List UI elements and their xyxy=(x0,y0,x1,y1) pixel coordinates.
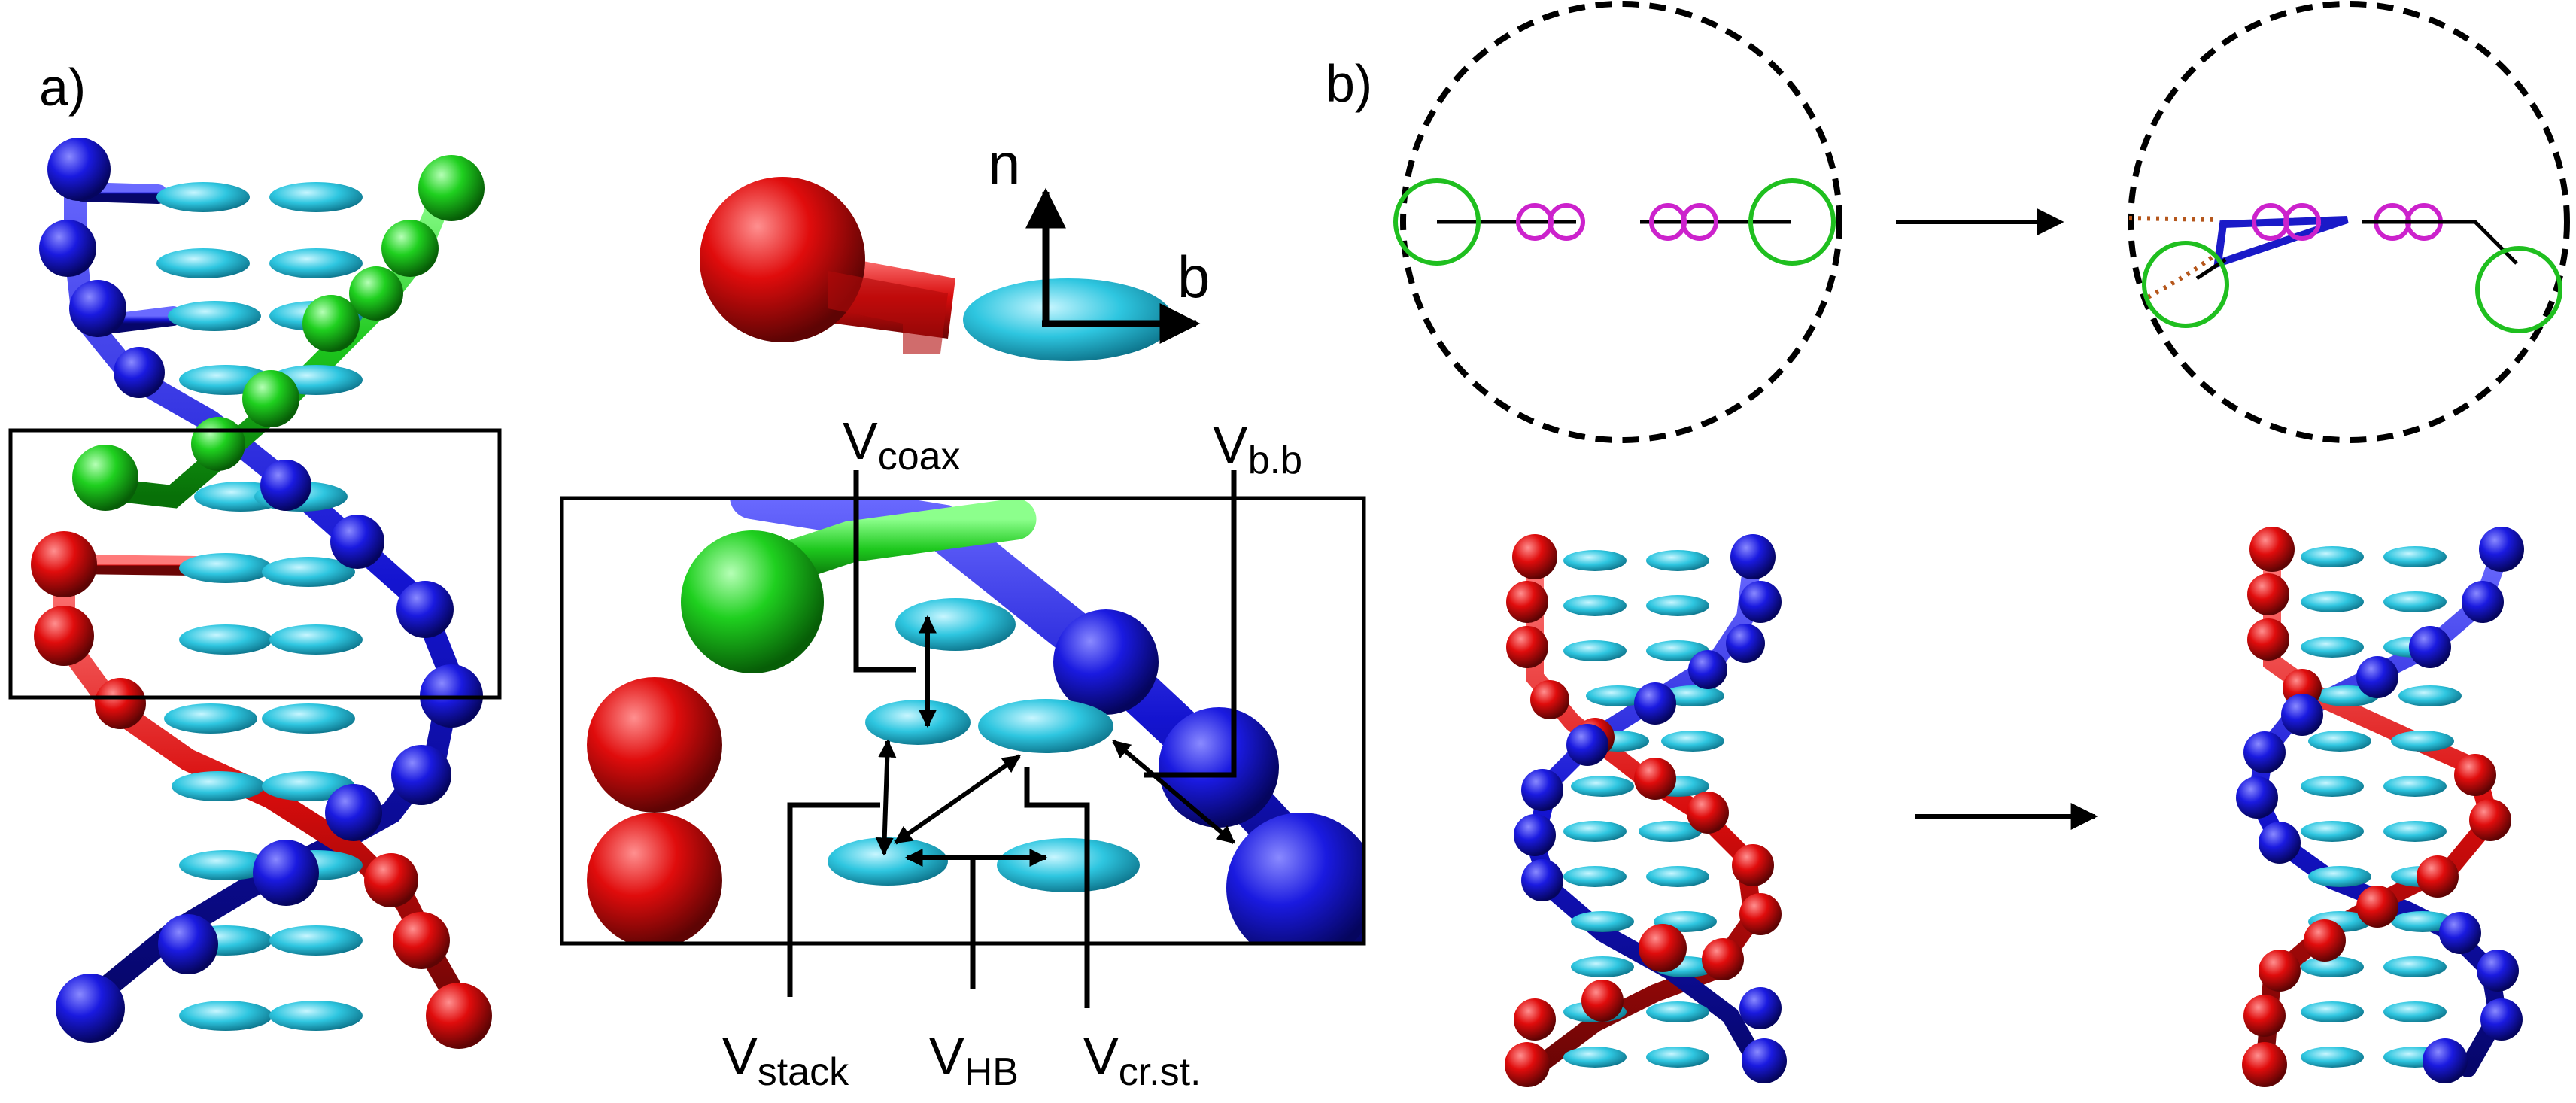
cross-stack-arrow xyxy=(894,754,1021,845)
nucleotide-model xyxy=(700,177,1174,361)
panel-b-label: b) xyxy=(1326,54,1372,113)
helix-before xyxy=(1505,534,1787,1087)
v-stack-label: Vstack xyxy=(722,1027,849,1094)
v-hb-label: VHB xyxy=(929,1027,1019,1094)
panel-a-helix xyxy=(31,138,492,1049)
panel-a-highlight-box xyxy=(8,428,502,700)
v-crst-label: Vcr.st. xyxy=(1083,1027,1201,1094)
normal-axis-label: n xyxy=(988,131,1020,197)
v-coax-label: Vcoax xyxy=(843,412,961,479)
interaction-arrows xyxy=(875,615,1235,867)
panel-a-label: a) xyxy=(39,58,86,117)
backbone-arrow xyxy=(1112,739,1235,845)
zoom-inset-frame xyxy=(560,496,1366,946)
backbone-axis-label: b xyxy=(1177,244,1210,310)
v-bb-label: Vb.b xyxy=(1213,415,1302,482)
schematic-after xyxy=(2128,1,2570,443)
zoom-inset xyxy=(560,496,1366,946)
schematic-before xyxy=(1393,1,1842,443)
axis-arrows xyxy=(1025,187,1201,344)
helix-after xyxy=(2236,527,2524,1087)
stack-arrow xyxy=(875,739,897,856)
label-leaders xyxy=(787,470,1237,1008)
